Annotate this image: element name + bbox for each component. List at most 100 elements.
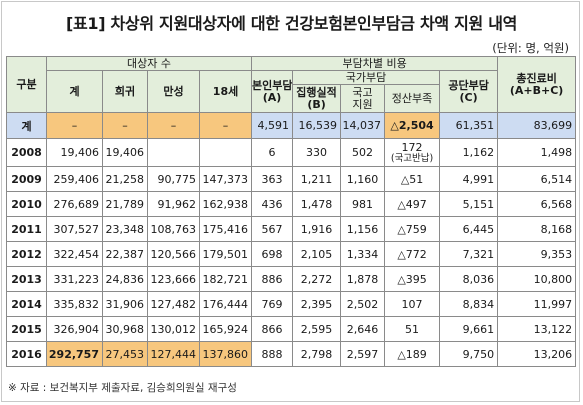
- table-row: 2011 307,527 23,348 108,763 175,416 567 …: [6, 216, 577, 242]
- cell-subsidy: 1,878: [340, 266, 386, 292]
- cell-total: 335,832: [46, 291, 103, 317]
- cell-total: 276,689: [46, 191, 103, 217]
- cell-exec: 2,595: [292, 316, 342, 342]
- cell-age18: 175,416: [198, 216, 253, 242]
- cell-self: 4,591: [251, 112, 294, 139]
- header-total-cost-sub: (A+B+C): [509, 83, 564, 97]
- header-total-cost-label: 총진료비: [516, 71, 557, 85]
- cell-exec: 2,105: [292, 241, 342, 267]
- cell-subsidy: 2,597: [340, 341, 386, 367]
- table-row: 2012 322,454 22,387 120,566 179,501 698 …: [6, 241, 577, 267]
- cell-self: 886: [251, 266, 294, 292]
- cell-chronic: 130,012: [147, 316, 200, 342]
- cell-total: 322,454: [46, 241, 103, 267]
- cell-corp: 7,321: [439, 241, 499, 267]
- cell-sum: 83,699: [497, 112, 577, 139]
- table-body: 계 – – – – 4,591 16,539 14,037 △2,504 61,…: [6, 112, 577, 367]
- cell-age18: 165,924: [198, 316, 253, 342]
- cell-chronic: 123,666: [147, 266, 200, 292]
- cell-total: 326,904: [46, 316, 103, 342]
- header-recip-total: 계: [46, 70, 103, 113]
- cell-rare: –: [102, 112, 148, 139]
- cell-sum: 10,800: [497, 266, 577, 292]
- cell-age18: 162,938: [198, 191, 253, 217]
- cell-age18: 182,721: [198, 266, 253, 292]
- header-exec-sub: (B): [307, 97, 326, 111]
- cell-settlement: △189: [384, 341, 441, 367]
- cell-subsidy: 2,646: [340, 316, 386, 342]
- cell-rare: 22,387: [102, 241, 148, 267]
- cell-subsidy: 1,334: [340, 241, 386, 267]
- cell-self: 567: [251, 216, 294, 242]
- cell-exec: 2,798: [292, 341, 342, 367]
- cell-total: 307,527: [46, 216, 103, 242]
- cell-total: 259,406: [46, 166, 103, 192]
- cell-chronic: 120,566: [147, 241, 200, 267]
- table-title: [표1] 차상위 지원대상자에 대한 건강보험본인부담금 차액 지원 내역: [65, 14, 518, 33]
- cell-settlement: 51: [384, 316, 441, 342]
- cell-settlement: △395: [384, 266, 441, 292]
- cell-sum: 11,997: [497, 291, 577, 317]
- cell-sum: 13,122: [497, 316, 577, 342]
- cell-rare: 23,348: [102, 216, 148, 242]
- header-self-burden-label: 본인부담: [252, 78, 293, 92]
- header-exec-label: 집행실적: [296, 85, 337, 99]
- cell-age18: 137,860: [198, 341, 253, 367]
- cell-self: 888: [251, 341, 294, 367]
- cell-rare: 27,453: [102, 341, 148, 367]
- row-label: 2015: [6, 316, 47, 342]
- cell-total: 331,223: [46, 266, 103, 292]
- header-self-burden-sub: (A): [262, 90, 282, 104]
- cell-rare: 24,836: [102, 266, 148, 292]
- header-exec: 집행실적 (B): [292, 84, 342, 113]
- cell-age18: [198, 138, 253, 167]
- cell-exec: 1,211: [292, 166, 342, 192]
- table-row: 2008 19,406 19,406 6 330 502 172 (국고반납) …: [6, 138, 577, 167]
- row-label: 2016: [6, 341, 47, 367]
- cell-rare: 19,406: [102, 138, 148, 167]
- table-row-total: 계 – – – – 4,591 16,539 14,037 △2,504 61,…: [6, 112, 577, 139]
- table-row: 2009 259,406 21,258 90,775 147,373 363 1…: [6, 166, 577, 192]
- cell-rare: 31,906: [102, 291, 148, 317]
- cell-subsidy: 1,160: [340, 166, 386, 192]
- cell-self: 866: [251, 316, 294, 342]
- cell-chronic: 127,482: [147, 291, 200, 317]
- cell-total: 19,406: [46, 138, 103, 167]
- header-recip-chronic: 만성: [147, 70, 200, 113]
- cell-chronic: 127,444: [147, 341, 200, 367]
- support-table: 구분 대상자 수 부담차별 비용 총진료비 (A+B+C) 계 희귀 만성 18…: [6, 56, 577, 367]
- cell-corp: 5,151: [439, 191, 499, 217]
- cell-self: 436: [251, 191, 294, 217]
- row-label: 계: [6, 112, 47, 139]
- header-subsidy-sub: 지원: [352, 97, 373, 111]
- cell-rare: 30,968: [102, 316, 148, 342]
- cell-sum: 9,353: [497, 241, 577, 267]
- table-row: 2014 335,832 31,906 127,482 176,444 769 …: [6, 291, 577, 317]
- cell-age18: 147,373: [198, 166, 253, 192]
- cell-self: 769: [251, 291, 294, 317]
- table-header: 구분 대상자 수 부담차별 비용 총진료비 (A+B+C) 계 희귀 만성 18…: [6, 56, 577, 113]
- header-subsidy: 국고 지원: [340, 84, 386, 113]
- cell-age18: –: [198, 112, 253, 139]
- cell-corp: 6,445: [439, 216, 499, 242]
- table-row: 2013 331,223 24,836 123,666 182,721 886 …: [6, 266, 577, 292]
- cell-corp: 8,834: [439, 291, 499, 317]
- cell-subsidy: 981: [340, 191, 386, 217]
- cell-chronic: –: [147, 112, 200, 139]
- cell-exec: 1,478: [292, 191, 342, 217]
- cell-sum: 8,168: [497, 216, 577, 242]
- row-label: 2011: [6, 216, 47, 242]
- cell-corp: 4,991: [439, 166, 499, 192]
- cell-age18: 176,444: [198, 291, 253, 317]
- cell-sum: 13,206: [497, 341, 577, 367]
- cell-self: 698: [251, 241, 294, 267]
- cell-exec: 330: [292, 138, 342, 167]
- row-label: 2008: [6, 138, 47, 167]
- header-total-cost: 총진료비 (A+B+C): [497, 56, 577, 113]
- header-category: 구분: [6, 56, 47, 113]
- cell-age18: 179,501: [198, 241, 253, 267]
- cell-total: 292,757: [46, 341, 103, 367]
- cell-corp: 61,351: [439, 112, 499, 139]
- cell-rare: 21,258: [102, 166, 148, 192]
